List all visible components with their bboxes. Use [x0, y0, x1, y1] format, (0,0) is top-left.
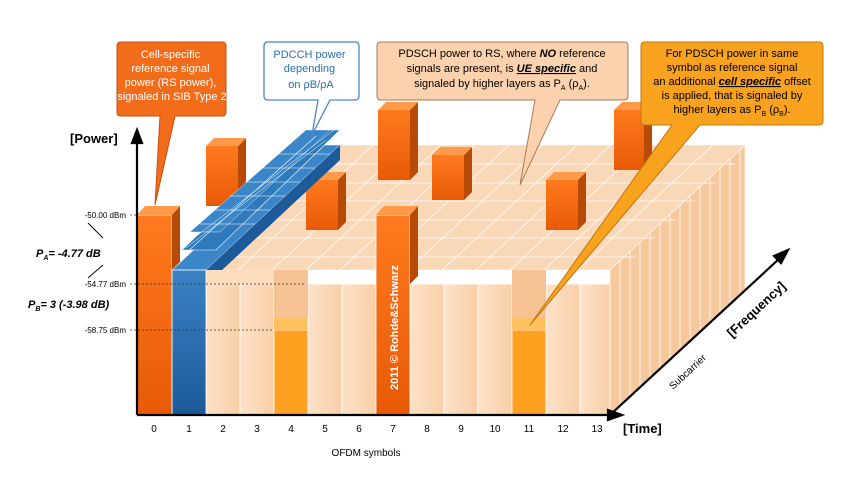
- symbol-label-12: 12: [557, 424, 569, 435]
- symbol-label-11: 11: [524, 424, 535, 435]
- level-lines: [130, 214, 306, 331]
- pdsch-rs-line-1: For PDSCH power in same: [666, 48, 799, 60]
- pdsch-no-rs-line-2: signals are present, is UE specific and: [407, 63, 598, 75]
- pdcch-blue-blocks: [171, 129, 341, 285]
- level-pb-label: -58.75 dBm: [85, 326, 127, 335]
- symbol-label-2: 2: [220, 424, 226, 435]
- callout-pdcch: PDCCH power depending on ρB/ρA: [263, 41, 360, 136]
- pb-value: = 3 (-3.98 dB): [40, 299, 109, 311]
- symbol-label-10: 10: [489, 424, 501, 435]
- symbol-label-4: 4: [288, 424, 294, 435]
- rs-callout-line-4: signaled in SIB Type 2: [117, 91, 226, 103]
- pdsch-no-rs-line-1: PDSCH power to RS, where NO reference: [398, 48, 605, 60]
- svg-text:PDCCH power depending: PDCCH power depending on ρB/ρA: [273, 49, 348, 91]
- pdsch-rs-line-3: an additional cell specific offset: [653, 76, 811, 88]
- side-face-stripes: [619, 149, 741, 406]
- rs-pillars-front: [136, 206, 418, 416]
- pdsch-no-rs-line-3: signaled by higher layers as PA (ρA).: [414, 78, 590, 92]
- copyright-watermark: 2011 © Rohde&Schwarz: [389, 265, 401, 390]
- symbol-label-1: 1: [186, 424, 192, 435]
- axes: [130, 126, 791, 422]
- callout-pdsch-no-rs: PDSCH power to RS, where NO reference si…: [376, 41, 629, 186]
- symbol-label-6: 6: [356, 424, 362, 435]
- pa-annotation: PA= -4.77 dB: [36, 248, 101, 262]
- time-axis-label: [Time]: [623, 421, 662, 436]
- svg-text:Cell-specific reference: Cell-specific reference signal power (RS…: [117, 49, 226, 103]
- rs-callout-line-3: power (RS power),: [125, 77, 217, 89]
- symbol-label-13: 13: [591, 424, 603, 435]
- rs-callout-line-1: Cell-specific: [141, 49, 201, 61]
- level-rs-label: -50.00 dBm: [85, 211, 127, 220]
- power-axis-label: [Power]: [70, 131, 118, 146]
- pdsch-rs-line-2: symbol as reference signal: [667, 62, 798, 74]
- pa-brackets: [87, 222, 104, 279]
- xaxis-caption: OFDM symbols: [332, 448, 401, 459]
- pdcch-callout-line-3: on ρB/ρA: [288, 79, 334, 91]
- pb-annotation: PB= 3 (-3.98 dB): [28, 299, 110, 313]
- pdsch-rs-line-4: is applied, that is signaled by: [662, 90, 803, 102]
- symbol-label-3: 3: [254, 424, 260, 435]
- symbol-label-5: 5: [322, 424, 328, 435]
- symbol-label-9: 9: [458, 424, 464, 435]
- pa-value: = -4.77 dB: [48, 248, 100, 260]
- pdcch-front-column: [171, 269, 207, 416]
- front-row-columns: [205, 270, 611, 416]
- symbol-label-7: 7: [390, 424, 396, 435]
- level-pa-label: -54.77 dBm: [85, 280, 127, 289]
- callout-rs-power: Cell-specific reference signal power (RS…: [116, 41, 227, 206]
- svg-text:PB= 3 (-3.98 dB): PB= 3 (-3.98 dB): [28, 299, 110, 313]
- pdcch-callout-line-1: PDCCH power: [273, 49, 345, 61]
- svg-text:PA= -4.77 dB: PA= -4.77 dB: [36, 248, 101, 262]
- subcarrier-label: Subcarrier: [668, 352, 710, 392]
- symbol-label-0: 0: [151, 424, 157, 435]
- callout-pdsch-rs: For PDSCH power in same symbol as refere…: [529, 41, 824, 326]
- pdcch-callout-line-2: depending: [284, 63, 335, 75]
- symbol-ticks: 0 1 2 3 4 5 6 7 8 9 10 11 12 13: [151, 424, 603, 435]
- rs-callout-line-2: reference signal: [131, 63, 209, 75]
- symbol-label-8: 8: [424, 424, 430, 435]
- pdsch-rs-line-5: higher layers as PB (ρB).: [673, 104, 790, 118]
